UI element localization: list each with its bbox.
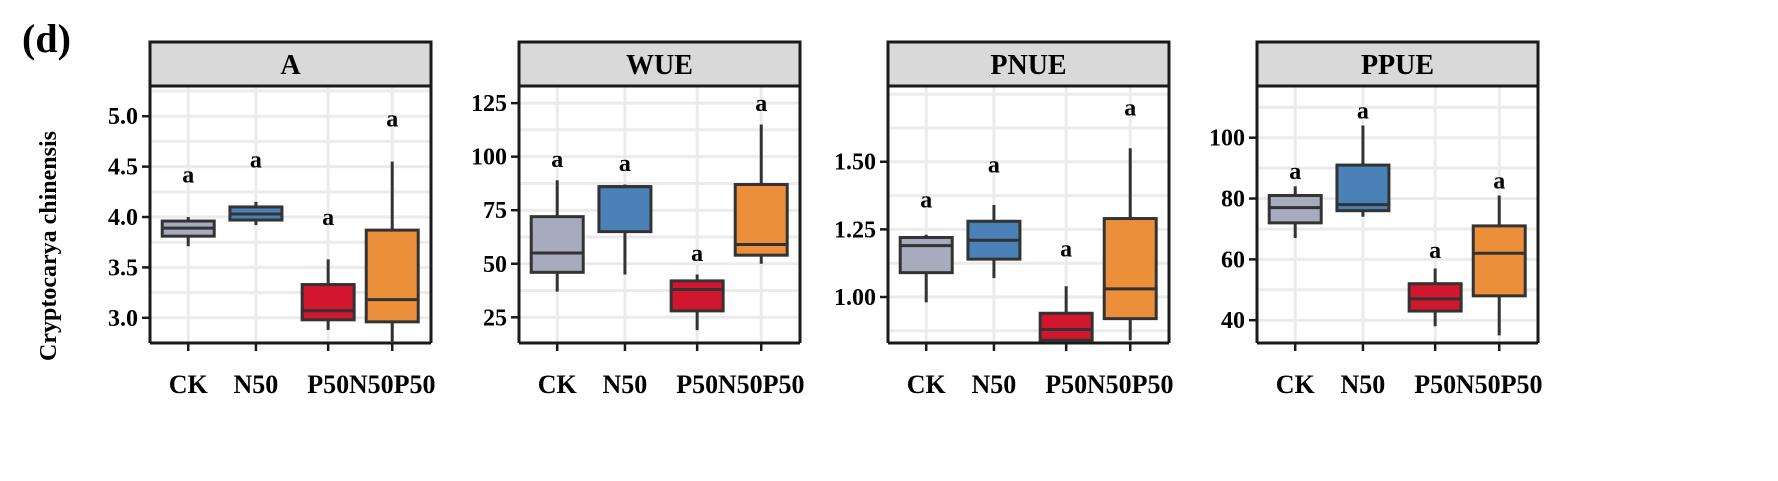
box-iqr xyxy=(898,235,954,275)
x-tick-label-ck: CK xyxy=(169,370,209,399)
facet-panels: A3.03.54.04.55.0CK N50 P50 N50P50aaaaWUE255… xyxy=(108,40,1543,399)
x-tick-label-p50: P50 xyxy=(1414,370,1456,399)
y-tick-label: 25 xyxy=(483,305,507,331)
significance-letter: a xyxy=(250,148,262,174)
y-axis-title: Cryptocarya chinensis xyxy=(36,131,62,361)
box-n50: a xyxy=(966,152,1022,279)
y-tick-label: 4.5 xyxy=(108,155,138,181)
box-iqr xyxy=(300,283,356,322)
x-tick-label-ck: CK xyxy=(907,370,947,399)
box-n50p50: a xyxy=(1102,96,1158,341)
box-ck: a xyxy=(1267,159,1323,239)
facet-title: WUE xyxy=(626,50,693,81)
box-iqr xyxy=(1267,193,1323,225)
box-p50: a xyxy=(300,205,356,330)
box-ck: a xyxy=(529,147,585,292)
x-tick-label-n50p50: N50P50 xyxy=(1456,370,1543,399)
significance-letter: a xyxy=(619,151,631,177)
box-n50: a xyxy=(228,148,284,226)
x-tick-label-n50: N50 xyxy=(603,370,648,399)
box-p50: a xyxy=(1038,236,1094,342)
x-tick-label-n50p50: N50P50 xyxy=(1087,370,1174,399)
box-n50: a xyxy=(1335,98,1391,217)
box-n50p50: a xyxy=(1471,168,1527,336)
y-tick-label: 3.0 xyxy=(108,306,138,332)
box-iqr xyxy=(1335,163,1391,213)
box-iqr xyxy=(669,279,725,313)
y-tick-label: 5.0 xyxy=(108,104,138,130)
x-tick-label-n50p50: N50P50 xyxy=(718,370,805,399)
box-p50: a xyxy=(1407,238,1463,327)
significance-letter: a xyxy=(1429,238,1441,264)
y-tick-label: 80 xyxy=(1221,187,1245,213)
significance-letter: a xyxy=(1357,98,1369,124)
x-tick-label-p50: P50 xyxy=(307,370,349,399)
y-tick-label: 100 xyxy=(471,145,507,171)
box-n50p50: a xyxy=(364,106,420,343)
box-n50: a xyxy=(597,151,653,275)
box-iqr xyxy=(364,228,420,324)
facet-title: A xyxy=(280,50,301,81)
y-tick-label: 1.00 xyxy=(834,285,876,311)
box-iqr xyxy=(1102,217,1158,321)
significance-letter: a xyxy=(988,152,1000,178)
box-iqr xyxy=(1407,282,1463,313)
box-iqr xyxy=(1038,311,1094,342)
significance-letter: a xyxy=(1060,236,1072,262)
y-tick-label: 4.0 xyxy=(108,205,138,231)
y-tick-label: 60 xyxy=(1221,247,1245,273)
significance-letter: a xyxy=(182,163,194,189)
box-iqr xyxy=(529,215,585,274)
y-tick-label: 40 xyxy=(1221,308,1245,334)
significance-letter: a xyxy=(1124,96,1136,122)
facet-title: PNUE xyxy=(990,50,1066,81)
significance-letter: a xyxy=(322,205,334,231)
y-tick-label: 50 xyxy=(483,252,507,278)
x-tick-label-n50: N50 xyxy=(234,370,279,399)
box-n50p50: a xyxy=(733,91,789,264)
significance-letter: a xyxy=(551,147,563,173)
y-tick-label: 3.5 xyxy=(108,255,138,281)
x-tick-label-n50: N50 xyxy=(972,370,1017,399)
x-tick-label-n50p50: N50P50 xyxy=(349,370,436,399)
facet-strip xyxy=(1255,40,1540,88)
significance-letter: a xyxy=(920,188,932,214)
significance-letter: a xyxy=(1493,168,1505,194)
facet-title: PPUE xyxy=(1361,50,1434,81)
box-ck: a xyxy=(160,163,216,247)
box-iqr xyxy=(597,185,653,234)
x-tick-label-p50: P50 xyxy=(1045,370,1087,399)
x-tick-label-p50: P50 xyxy=(676,370,718,399)
box-ck: a xyxy=(898,188,954,303)
significance-letter: a xyxy=(755,91,767,117)
box-iqr xyxy=(1471,224,1527,298)
significance-letter: a xyxy=(386,106,398,132)
significance-letter: a xyxy=(691,241,703,267)
x-tick-label-ck: CK xyxy=(538,370,578,399)
significance-letter: a xyxy=(1289,159,1301,185)
x-tick-label-n50: N50 xyxy=(1341,370,1386,399)
panel-label: (d) xyxy=(22,16,71,61)
facet-strip xyxy=(148,40,433,88)
y-tick-label: 1.25 xyxy=(834,217,876,243)
facet-strip xyxy=(517,40,802,88)
y-tick-label: 1.50 xyxy=(834,150,876,176)
box-p50: a xyxy=(669,241,725,331)
y-tick-label: 75 xyxy=(483,198,507,224)
x-tick-label-ck: CK xyxy=(1276,370,1316,399)
y-tick-label: 125 xyxy=(471,91,507,117)
facet-strip xyxy=(886,40,1171,88)
y-tick-label: 100 xyxy=(1209,126,1245,152)
